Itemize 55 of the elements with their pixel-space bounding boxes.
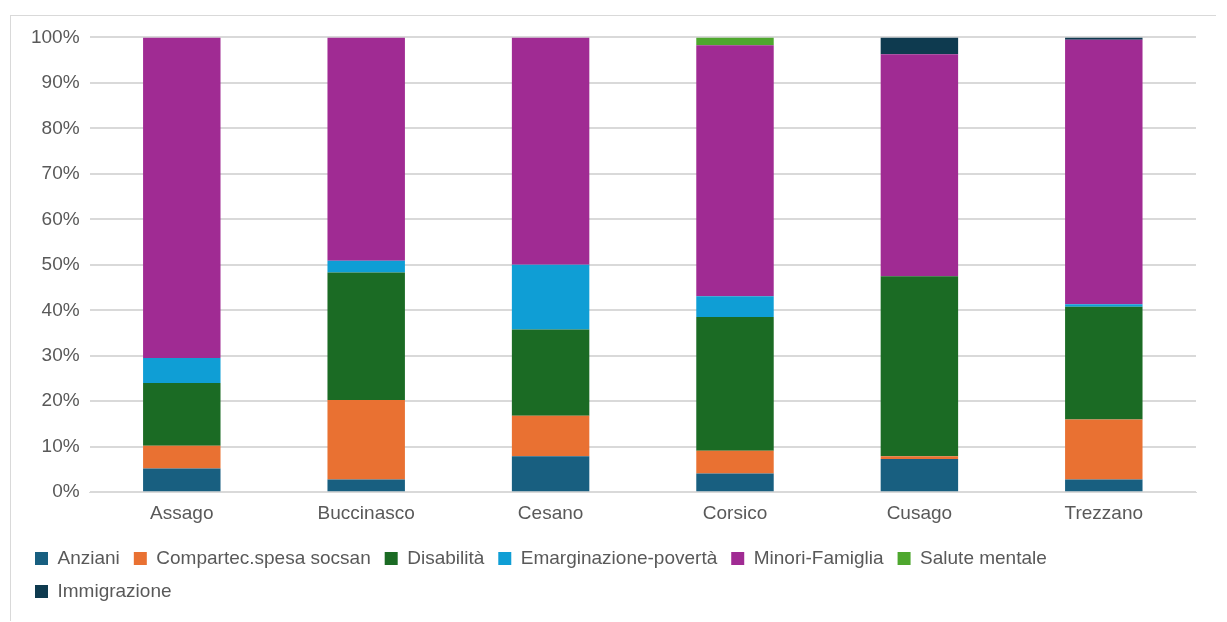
bar — [327, 399, 405, 480]
bar — [143, 445, 221, 469]
bar — [327, 272, 405, 400]
bar — [880, 37, 959, 55]
bar — [1065, 304, 1143, 307]
y-tick-label: 100% — [30, 25, 80, 47]
bar — [511, 329, 590, 416]
y-tick-label: 60% — [41, 207, 80, 229]
legend-label: Anziani — [57, 546, 120, 568]
bar — [1065, 479, 1143, 492]
bar — [511, 264, 590, 330]
bar — [696, 45, 774, 297]
bar — [696, 450, 774, 474]
x-tick-label: Buccinasco — [317, 501, 415, 523]
legend-label: Disabilità — [407, 546, 485, 568]
bar — [143, 468, 221, 492]
x-tick-label: Cesano — [517, 501, 584, 523]
bar — [327, 479, 405, 492]
bar — [327, 37, 405, 261]
y-tick-label: 70% — [41, 162, 80, 184]
bar — [1065, 306, 1143, 420]
x-tick-label: Assago — [150, 501, 214, 523]
bar — [880, 459, 959, 492]
bar — [511, 415, 590, 457]
bar — [143, 383, 221, 446]
bar — [511, 456, 590, 492]
bar — [880, 54, 959, 277]
legend-label: Immigrazione — [57, 579, 172, 601]
bar — [143, 358, 221, 384]
legend-label: Salute mentale — [920, 546, 1047, 568]
bar — [696, 37, 774, 46]
y-tick-label: 90% — [41, 71, 80, 93]
bar — [511, 37, 590, 265]
bar — [1065, 39, 1143, 305]
y-tick-label: 80% — [41, 116, 80, 138]
bar — [696, 317, 774, 451]
bar — [1065, 419, 1143, 480]
bar — [327, 260, 405, 273]
bar — [696, 296, 774, 318]
legend-label: Emarginazione-povertà — [520, 546, 718, 568]
legend-label: Minori-Famiglia — [753, 546, 885, 568]
bar — [880, 456, 959, 459]
x-tick-label: Cusago — [886, 501, 953, 523]
y-tick-label: 30% — [41, 343, 80, 365]
y-tick-label: 0% — [52, 480, 80, 502]
y-tick-label: 20% — [41, 389, 80, 411]
y-tick-label: 40% — [41, 298, 80, 320]
bar — [880, 276, 959, 457]
bar — [696, 473, 774, 492]
y-tick-label: 50% — [41, 253, 80, 275]
x-tick-label: Corsico — [702, 501, 768, 523]
legend-label: Compartec.spesa socsan — [156, 546, 371, 568]
y-tick-label: 10% — [41, 434, 80, 456]
bar — [143, 37, 221, 359]
x-tick-label: Trezzano — [1064, 501, 1144, 523]
